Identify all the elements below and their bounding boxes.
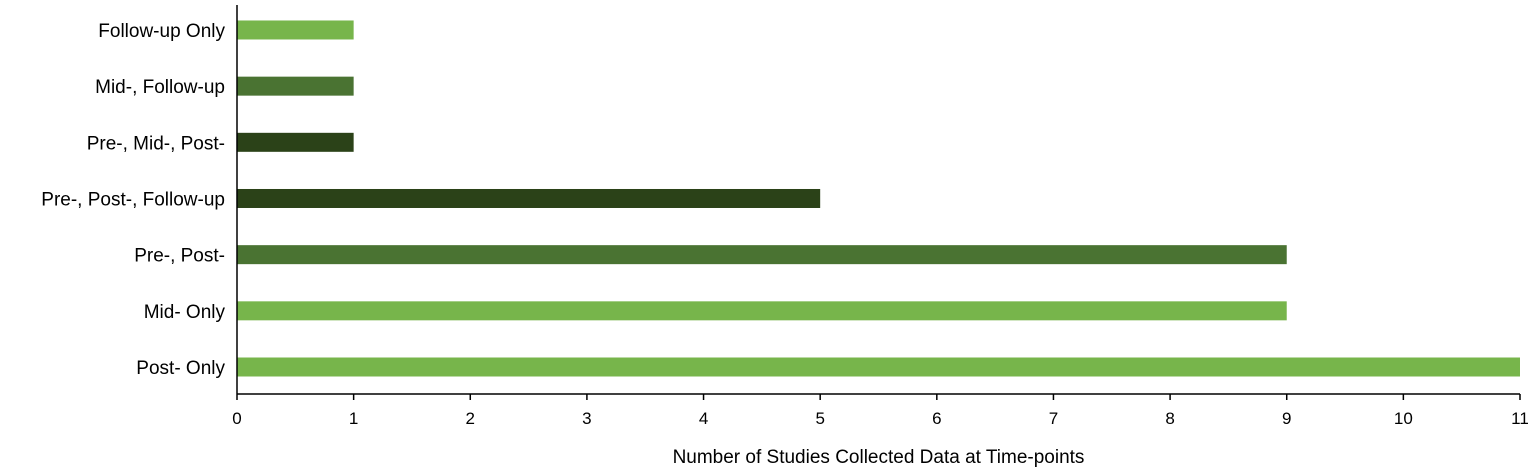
x-tick-label: 6 — [932, 409, 941, 428]
bar — [237, 188, 821, 208]
x-tick-label: 10 — [1394, 409, 1413, 428]
x-tick-label: 8 — [1165, 409, 1174, 428]
category-label: Pre-, Post-, Follow-up — [41, 189, 225, 210]
x-tick-label: 9 — [1282, 409, 1291, 428]
bar — [237, 301, 1287, 321]
category-label: Follow-up Only — [98, 21, 225, 42]
bar — [237, 245, 1287, 265]
x-tick-label: 7 — [1049, 409, 1058, 428]
x-axis-title: Number of Studies Collected Data at Time… — [673, 447, 1085, 468]
bar — [237, 357, 1520, 377]
category-labels-group: Post- Only Mid- Only Pre-, Post- Pre-, Post… — [41, 21, 225, 379]
x-tick-label: 3 — [582, 409, 591, 428]
x-tick-label: 2 — [466, 409, 475, 428]
bar — [237, 132, 354, 152]
category-label: Pre-, Mid-, Post- — [87, 133, 225, 154]
x-tick-marks-group — [236, 394, 1521, 400]
category-label: Pre-, Post- — [134, 246, 225, 267]
category-label: Mid- Only — [144, 302, 226, 323]
x-tick-label: 5 — [815, 409, 824, 428]
bar — [237, 20, 354, 40]
x-tick-labels-group: 0 1 2 3 4 5 6 7 8 9 10 11 — [232, 409, 1529, 428]
category-label: Mid-, Follow-up — [95, 77, 225, 98]
x-tick-label: 1 — [349, 409, 358, 428]
bars-group — [237, 20, 1520, 377]
bar — [237, 76, 354, 96]
category-label: Post- Only — [136, 358, 225, 379]
x-tick-label: 11 — [1511, 409, 1529, 428]
x-tick-label: 0 — [232, 409, 241, 428]
x-tick-label: 4 — [699, 409, 708, 428]
